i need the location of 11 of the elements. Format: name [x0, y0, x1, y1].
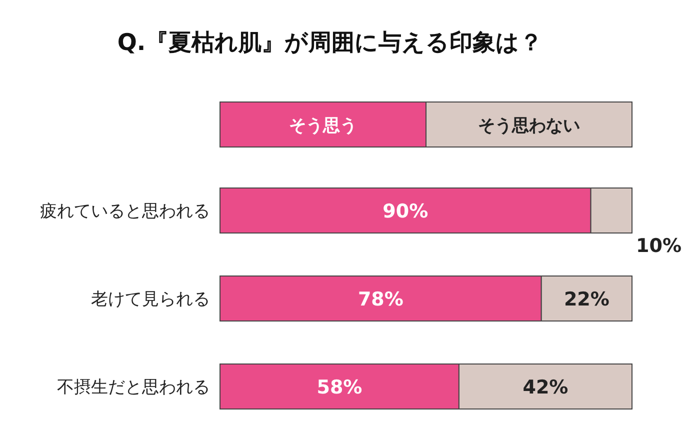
data-label: 90%	[382, 200, 428, 222]
data-label: 10%	[636, 235, 682, 257]
y-tick-label: 老けて見られる	[91, 290, 210, 310]
y-tick-label: 不摂生だと思われる	[57, 378, 210, 398]
legend: そう思う そう思わない	[220, 102, 632, 148]
chart-title: Q.『夏枯れ肌』が周囲に与える印象は？	[117, 30, 543, 56]
data-label: 78%	[358, 288, 404, 310]
data-label: 22%	[564, 288, 610, 310]
data-label: 58%	[316, 376, 362, 398]
y-tick-label: 疲れていると思われる	[40, 202, 210, 222]
data-label: 42%	[522, 376, 568, 398]
